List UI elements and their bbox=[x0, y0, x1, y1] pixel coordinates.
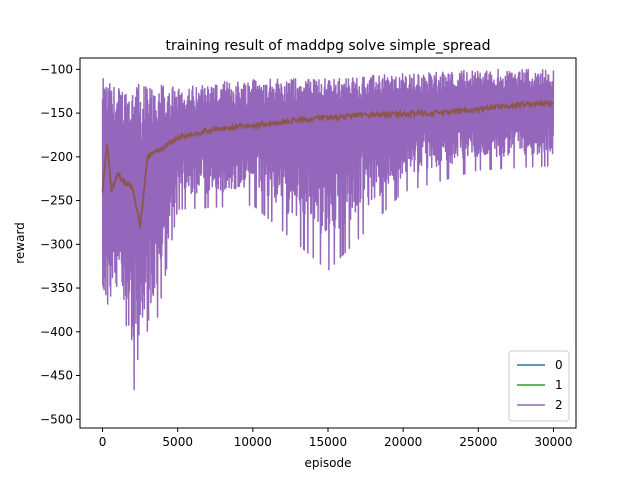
x-axis: 0 5000 10000 15000 20000 25000 30000 bbox=[99, 428, 573, 449]
x-axis-label: episode bbox=[305, 456, 352, 470]
y-tick-label: −200 bbox=[40, 150, 73, 164]
x-tick-label: 15000 bbox=[309, 435, 347, 449]
y-tick-label: −450 bbox=[40, 369, 73, 383]
y-tick-label: −350 bbox=[40, 281, 73, 295]
chart-title: training result of maddpg solve simple_s… bbox=[166, 38, 491, 54]
x-tick-label: 20000 bbox=[384, 435, 422, 449]
y-axis-label: reward bbox=[13, 222, 27, 264]
y-tick-label: −250 bbox=[40, 194, 73, 208]
legend-label-0: 0 bbox=[555, 358, 563, 372]
legend-box bbox=[508, 350, 570, 422]
x-tick-label: 5000 bbox=[162, 435, 193, 449]
legend-label-2: 2 bbox=[555, 398, 563, 412]
x-tick-label: 0 bbox=[99, 435, 107, 449]
y-axis: −500 −450 −400 −350 −300 −250 −200 −150 −100 bbox=[40, 62, 80, 426]
series-2-line bbox=[101, 68, 555, 391]
plot-area bbox=[101, 68, 555, 391]
y-tick-label: −100 bbox=[40, 62, 73, 76]
x-tick-label: 25000 bbox=[459, 435, 497, 449]
y-tick-label: −500 bbox=[40, 412, 73, 426]
y-tick-label: −400 bbox=[40, 325, 73, 339]
x-tick-label: 30000 bbox=[534, 435, 572, 449]
y-tick-label: −300 bbox=[40, 237, 73, 251]
legend-label-1: 1 bbox=[555, 378, 563, 392]
smoothed-line bbox=[101, 98, 554, 229]
legend: 0 1 2 bbox=[508, 350, 570, 422]
x-tick-label: 10000 bbox=[234, 435, 272, 449]
y-tick-label: −150 bbox=[40, 106, 73, 120]
